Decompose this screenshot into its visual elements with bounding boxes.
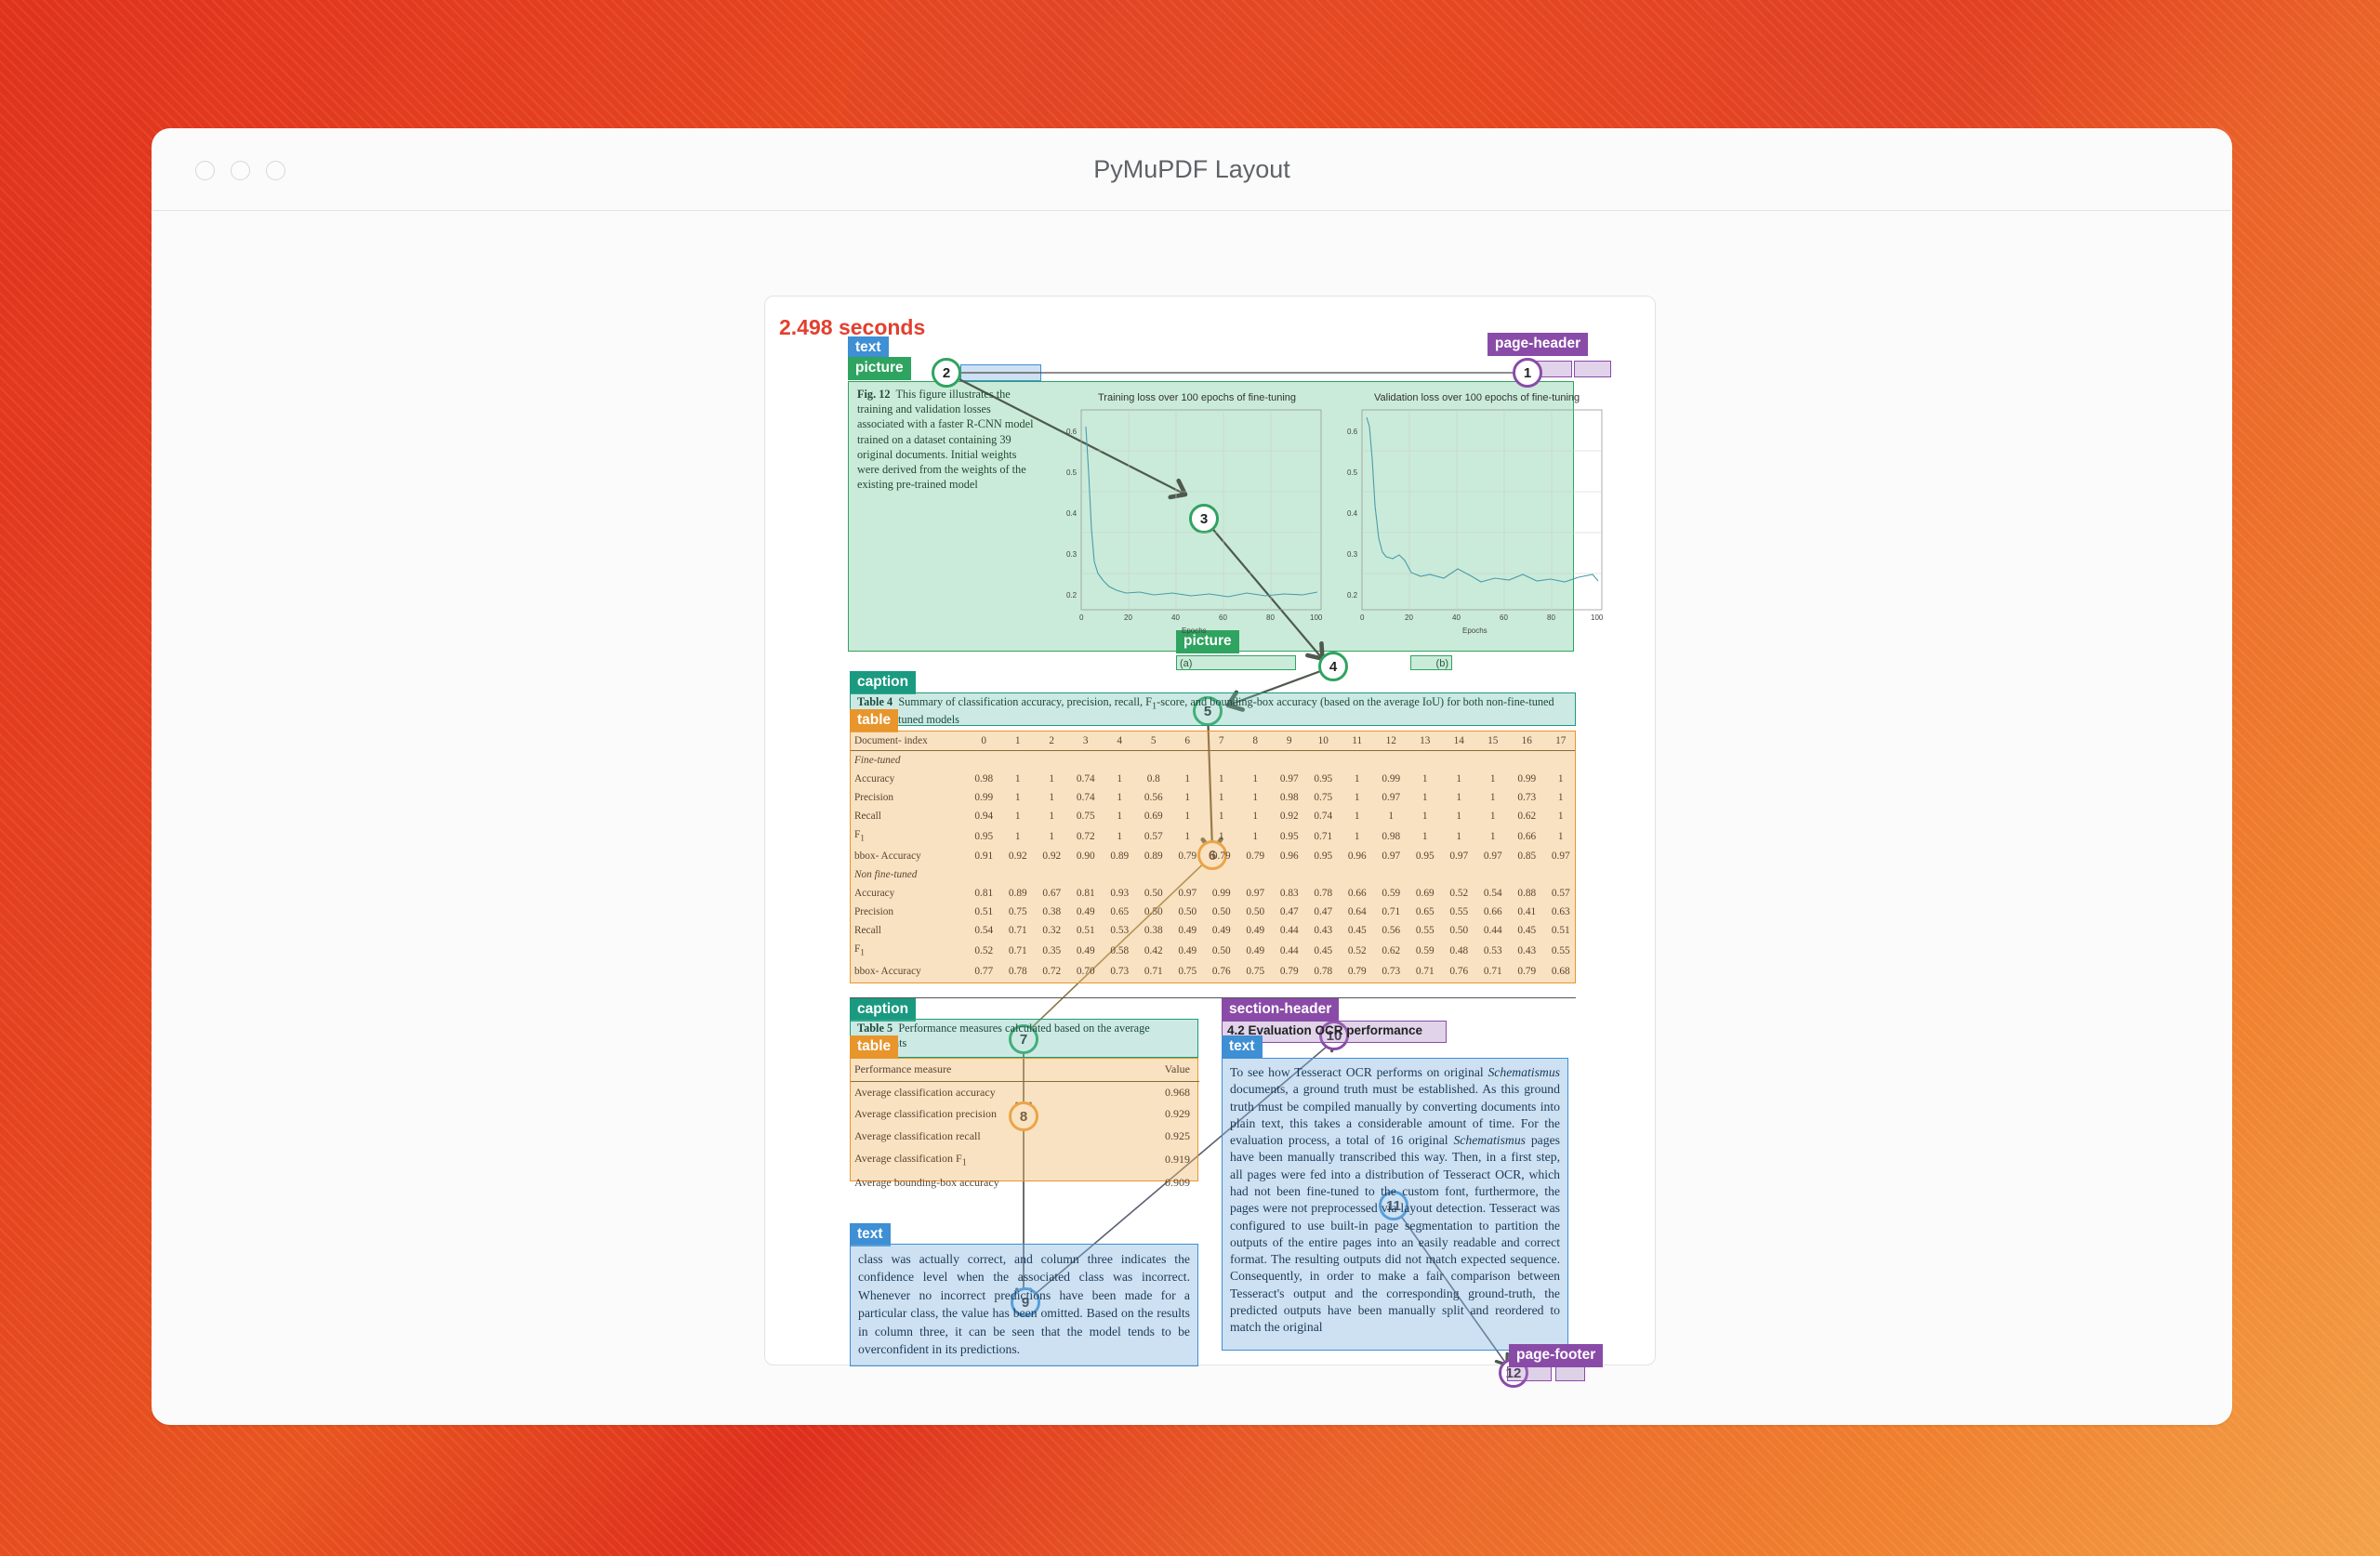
svg-text:0.2: 0.2 [1066,591,1078,600]
svg-text:0.6: 0.6 [1066,428,1078,436]
svg-text:0.5: 0.5 [1347,468,1358,477]
svg-text:0.3: 0.3 [1066,550,1078,559]
svg-text:100: 100 [1310,613,1323,622]
svg-text:0.5: 0.5 [1066,468,1078,477]
svg-text:40: 40 [1452,613,1461,622]
svg-text:40: 40 [1171,613,1180,622]
svg-text:Training loss over 100 epochs: Training loss over 100 epochs of fine-tu… [1098,392,1296,403]
svg-text:0.4: 0.4 [1347,509,1358,518]
svg-text:20: 20 [1405,613,1413,622]
svg-text:Epochs: Epochs [1462,626,1488,635]
svg-text:0: 0 [1360,613,1365,622]
svg-text:60: 60 [1500,613,1508,622]
svg-text:0.3: 0.3 [1347,550,1358,559]
svg-text:Validation loss over 100 epoch: Validation loss over 100 epochs of fine-… [1374,392,1580,403]
svg-text:0.4: 0.4 [1066,509,1078,518]
svg-text:Epochs: Epochs [1182,626,1207,635]
svg-text:0.2: 0.2 [1347,591,1358,600]
svg-text:80: 80 [1266,613,1275,622]
svg-text:60: 60 [1219,613,1227,622]
svg-text:0: 0 [1079,613,1084,622]
svg-text:80: 80 [1547,613,1555,622]
svg-text:20: 20 [1124,613,1132,622]
svg-text:0.6: 0.6 [1347,428,1358,436]
svg-text:100: 100 [1591,613,1604,622]
